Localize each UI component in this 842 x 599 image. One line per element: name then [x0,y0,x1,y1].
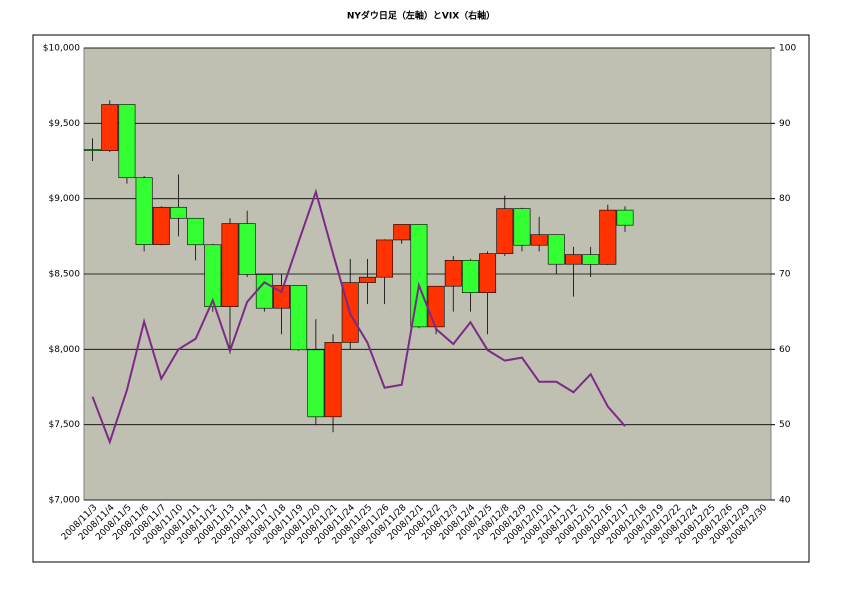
candle-body [565,254,582,265]
y2-tick-label: 40 [779,496,791,506]
y2-tick-label: 100 [779,44,796,54]
candle-body [530,234,548,246]
candle-body [307,349,325,418]
candle-body [324,342,342,418]
y-tick-label: $10,000 [43,44,80,54]
y2-tick-label: 90 [779,119,791,129]
candle-body [358,276,376,283]
candle-body [273,285,290,309]
y-tick-label: $7,000 [49,496,81,506]
candle-body [427,285,445,328]
y2-tick-label: 80 [779,194,791,204]
candle-body [118,104,136,179]
candle-body [547,234,565,265]
y2-tick-label: 60 [779,345,791,355]
candle-body [461,259,479,293]
candle-body [170,206,187,219]
y-tick-label: $9,000 [49,194,81,204]
y-tick-label: $8,500 [49,270,81,280]
candle-body [238,223,256,275]
candle-body [479,253,497,293]
candle-body [187,217,205,246]
candle-body [496,208,514,254]
vix-line [91,188,626,445]
candle-body [599,209,617,265]
candle-body [393,224,411,241]
candle-body [221,223,239,307]
candle-body [290,285,308,351]
chart-title: NYダウ日足（左軸）とVIX（右軸） [347,10,495,22]
y-tick-label: $7,500 [49,420,81,430]
candle-body [101,104,119,151]
y-tick-label: $8,000 [49,345,81,355]
candle-body [410,224,428,328]
candle-body [513,208,531,246]
candle-body [582,254,600,265]
candle-body [204,244,222,307]
y2-tick-label: 50 [779,420,791,430]
y2-tick-label: 70 [779,270,791,280]
y-tick-label: $9,500 [49,119,81,129]
candle-body [135,177,153,245]
candle-body [255,274,273,309]
candle-body [616,209,634,226]
candle-body [152,206,170,245]
candle-body [444,259,462,287]
candle-body [376,239,394,278]
candle-body [84,149,102,151]
